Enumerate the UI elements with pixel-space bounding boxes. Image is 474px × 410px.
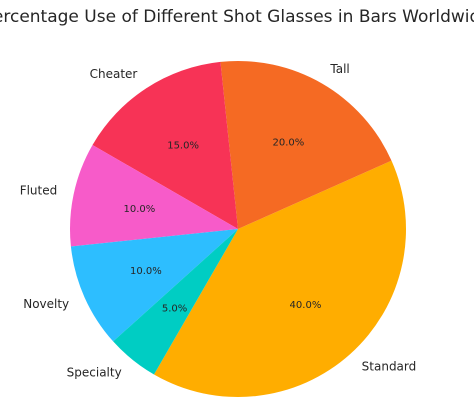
pie-slice-standard bbox=[154, 160, 407, 397]
pie-slice-specialty bbox=[113, 229, 238, 375]
category-label-tall: Tall bbox=[329, 62, 349, 76]
pie-slice-cheater bbox=[92, 61, 238, 229]
category-label-cheater: Cheater bbox=[90, 67, 138, 81]
category-label-specialty: Specialty bbox=[67, 366, 122, 380]
category-label-novelty: Novelty bbox=[23, 297, 69, 311]
chart-title: Percentage Use of Different Shot Glasses… bbox=[0, 7, 474, 27]
pie-slice-novelty bbox=[70, 229, 238, 342]
category-label-fluted: Fluted bbox=[20, 184, 58, 198]
pct-label-cheater: 15.0% bbox=[167, 140, 199, 151]
pct-label-novelty: 10.0% bbox=[130, 266, 162, 277]
pct-label-specialty: 5.0% bbox=[162, 303, 187, 314]
pie-slice-tall bbox=[220, 60, 392, 230]
pct-label-fluted: 10.0% bbox=[124, 204, 156, 215]
pie-labels: 40.0% Standard 20.0% Tall 15.0% Cheater 10.0% F… bbox=[20, 62, 417, 380]
category-label-standard: Standard bbox=[362, 359, 417, 373]
pie-slices bbox=[70, 60, 407, 397]
pct-label-tall: 20.0% bbox=[273, 138, 305, 149]
pct-label-standard: 40.0% bbox=[290, 300, 322, 311]
pie-slice-fluted bbox=[70, 145, 238, 247]
